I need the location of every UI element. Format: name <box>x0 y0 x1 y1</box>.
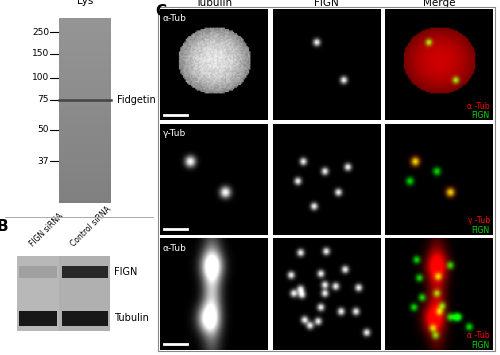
Bar <box>19 266 57 278</box>
Title: FIGN: FIGN <box>314 0 338 8</box>
Text: FIGN: FIGN <box>472 111 490 120</box>
Text: 75: 75 <box>38 95 49 104</box>
Text: Fidgetin: Fidgetin <box>116 95 156 105</box>
Text: 250: 250 <box>32 28 49 37</box>
Title: Merge: Merge <box>422 0 455 8</box>
Text: C: C <box>155 4 166 18</box>
Text: α -Tub: α -Tub <box>467 102 490 111</box>
Text: γ-Tub: γ-Tub <box>162 129 186 138</box>
Text: 50: 50 <box>38 125 49 134</box>
Text: 100: 100 <box>32 73 49 82</box>
Text: α-Tub: α-Tub <box>162 15 186 23</box>
Text: 37: 37 <box>38 157 49 166</box>
Text: FIGN: FIGN <box>114 267 138 277</box>
Title: Tubulin: Tubulin <box>195 0 232 8</box>
Text: Control siRNA: Control siRNA <box>68 205 112 248</box>
Text: FIGN: FIGN <box>472 226 490 235</box>
Bar <box>16 256 60 331</box>
Text: FIGN siRNA: FIGN siRNA <box>28 212 66 248</box>
Text: FIGN: FIGN <box>472 341 490 350</box>
Bar <box>62 311 108 326</box>
Text: 150: 150 <box>32 49 49 59</box>
Text: Tubulin: Tubulin <box>114 313 149 323</box>
Text: Lys: Lys <box>77 0 94 6</box>
Bar <box>19 311 57 326</box>
Text: α -Tub: α -Tub <box>467 331 490 340</box>
Bar <box>16 256 110 331</box>
Text: γ -Tub: γ -Tub <box>468 217 490 225</box>
Bar <box>60 256 110 331</box>
Text: α-Tub: α-Tub <box>162 244 186 253</box>
Text: B: B <box>0 219 8 234</box>
Bar <box>62 266 108 278</box>
